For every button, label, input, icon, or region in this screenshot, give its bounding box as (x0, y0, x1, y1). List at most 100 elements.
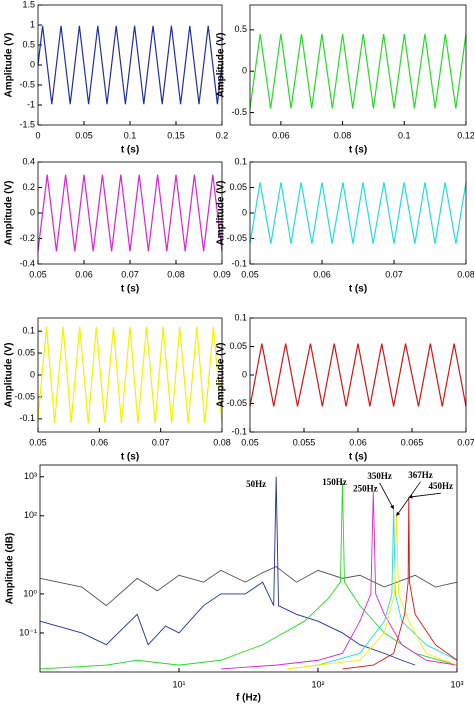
x-tick-label: 0.08 (213, 437, 231, 447)
annotation: 350Hz (367, 471, 392, 481)
y-tick-label: -0.05 (226, 233, 247, 243)
y-tick-label: 0 (30, 59, 35, 69)
x-tick-label: 0.07 (152, 437, 170, 447)
y-tick-label: 0.1 (234, 156, 247, 166)
y-tick-label: 0 (30, 207, 35, 217)
x-axis-label: t (s) (121, 145, 139, 156)
x-tick-label: 0.06 (272, 130, 290, 140)
x-tick-label: 10³ (450, 679, 463, 689)
x-tick-label: 0.07 (121, 269, 139, 279)
x-tick-label: 0.09 (213, 269, 231, 279)
x-tick-label: 0.2 (216, 130, 229, 140)
y-tick-label: -1.5 (19, 119, 35, 129)
y-axis-label: Amplitude (V) (4, 343, 15, 408)
y-tick-label: 1.5 (22, 0, 35, 9)
x-tick-label: 0.1 (398, 130, 411, 140)
data-line (39, 482, 458, 670)
x-axis-label: t (s) (349, 452, 367, 463)
data-line (39, 476, 416, 666)
y-tick-label: -0.1 (231, 426, 247, 436)
y-tick-label: 0.05 (229, 182, 247, 192)
y-tick-label: 0.05 (229, 341, 247, 351)
y-tick-label: -1 (27, 99, 35, 109)
x-tick-label: 0.06 (313, 269, 331, 279)
y-tick-label: -0.05 (14, 391, 35, 401)
x-tick-label: 0.08 (457, 269, 474, 279)
y-tick-label: 10³ (24, 471, 37, 481)
data-line (249, 343, 467, 407)
x-axis-label: t (s) (121, 452, 139, 463)
data-line (37, 326, 223, 424)
y-tick-label: 0.2 (22, 182, 35, 192)
y-tick-label: -0.5 (19, 79, 35, 89)
y-tick-label: -0.2 (19, 233, 35, 243)
y-tick-label: 10⁰ (23, 588, 37, 598)
data-line (37, 25, 223, 105)
x-tick-label: 0.12 (457, 130, 474, 140)
plot-frame (249, 317, 467, 433)
y-tick-label: 0 (242, 207, 247, 217)
y-tick-label: 0.1 (22, 326, 35, 336)
y-tick-label: 0 (30, 369, 35, 379)
x-tick-label: 0.07 (457, 437, 474, 447)
x-tick-label: 0.06 (349, 437, 367, 447)
x-tick-label: 0.05 (29, 437, 47, 447)
data-line (342, 497, 458, 670)
y-tick-label: -0.1 (231, 258, 247, 268)
y-tick-label: 0.5 (22, 39, 35, 49)
x-axis-label: t (s) (349, 284, 367, 295)
x-tick-label: 10² (311, 679, 324, 689)
annotation: 150Hz (322, 477, 347, 487)
y-tick-label: 0.05 (17, 347, 35, 357)
x-tick-label: 0 (35, 130, 40, 140)
y-axis-label: Amplitude (dB) (5, 533, 16, 605)
x-axis-label: f (Hz) (236, 693, 261, 704)
x-tick-label: 0.06 (91, 437, 109, 447)
plot-frame (249, 4, 467, 126)
y-axis-label: Amplitude (V) (216, 181, 227, 246)
annotation: 250Hz (353, 483, 378, 493)
x-tick-label: 0.05 (241, 437, 259, 447)
y-axis-label: Amplitude (V) (4, 33, 15, 98)
y-tick-label: 10² (24, 510, 37, 520)
data-line (287, 508, 458, 670)
y-tick-label: 0 (242, 369, 247, 379)
annotation-arrow (408, 492, 441, 499)
y-axis-label: Amplitude (V) (4, 181, 15, 246)
annotation: 50Hz (246, 479, 266, 489)
data-line (249, 33, 467, 109)
x-tick-label: 0.05 (29, 269, 47, 279)
annotation: 450Hz (429, 481, 454, 491)
y-axis-label: Amplitude (V) (216, 33, 227, 98)
y-tick-label: 1 (30, 19, 35, 29)
plot-frame (37, 161, 223, 265)
y-tick-label: 0.5 (234, 24, 247, 34)
x-tick-label: 0.06 (75, 269, 93, 279)
x-tick-label: 0.08 (167, 269, 185, 279)
annotation-arrow (396, 481, 421, 517)
x-tick-label: 0.1 (124, 130, 137, 140)
plot-frame (37, 4, 223, 126)
x-tick-label: 0.05 (241, 269, 259, 279)
annotation: 367Hz (408, 470, 433, 480)
data-line (37, 174, 223, 252)
plot-frame (37, 317, 223, 433)
y-tick-label: 10⁻¹ (19, 627, 37, 637)
y-tick-label: -0.05 (226, 398, 247, 408)
y-tick-label: -0.5 (231, 107, 247, 117)
data-line (287, 515, 458, 670)
x-tick-label: 10¹ (172, 679, 185, 689)
y-tick-label: 0.1 (234, 312, 247, 322)
annotation-arrow (379, 482, 394, 510)
x-tick-label: 0.055 (293, 437, 316, 447)
y-tick-label: 0 (242, 66, 247, 76)
y-tick-label: -0.1 (19, 413, 35, 423)
x-tick-label: 0.15 (167, 130, 185, 140)
x-tick-label: 0.05 (75, 130, 93, 140)
y-tick-label: -0.4 (19, 258, 35, 268)
y-axis-label: Amplitude (V) (216, 343, 227, 408)
x-tick-label: 0.065 (401, 437, 424, 447)
plot-frame (39, 464, 458, 673)
x-axis-label: t (s) (349, 145, 367, 156)
